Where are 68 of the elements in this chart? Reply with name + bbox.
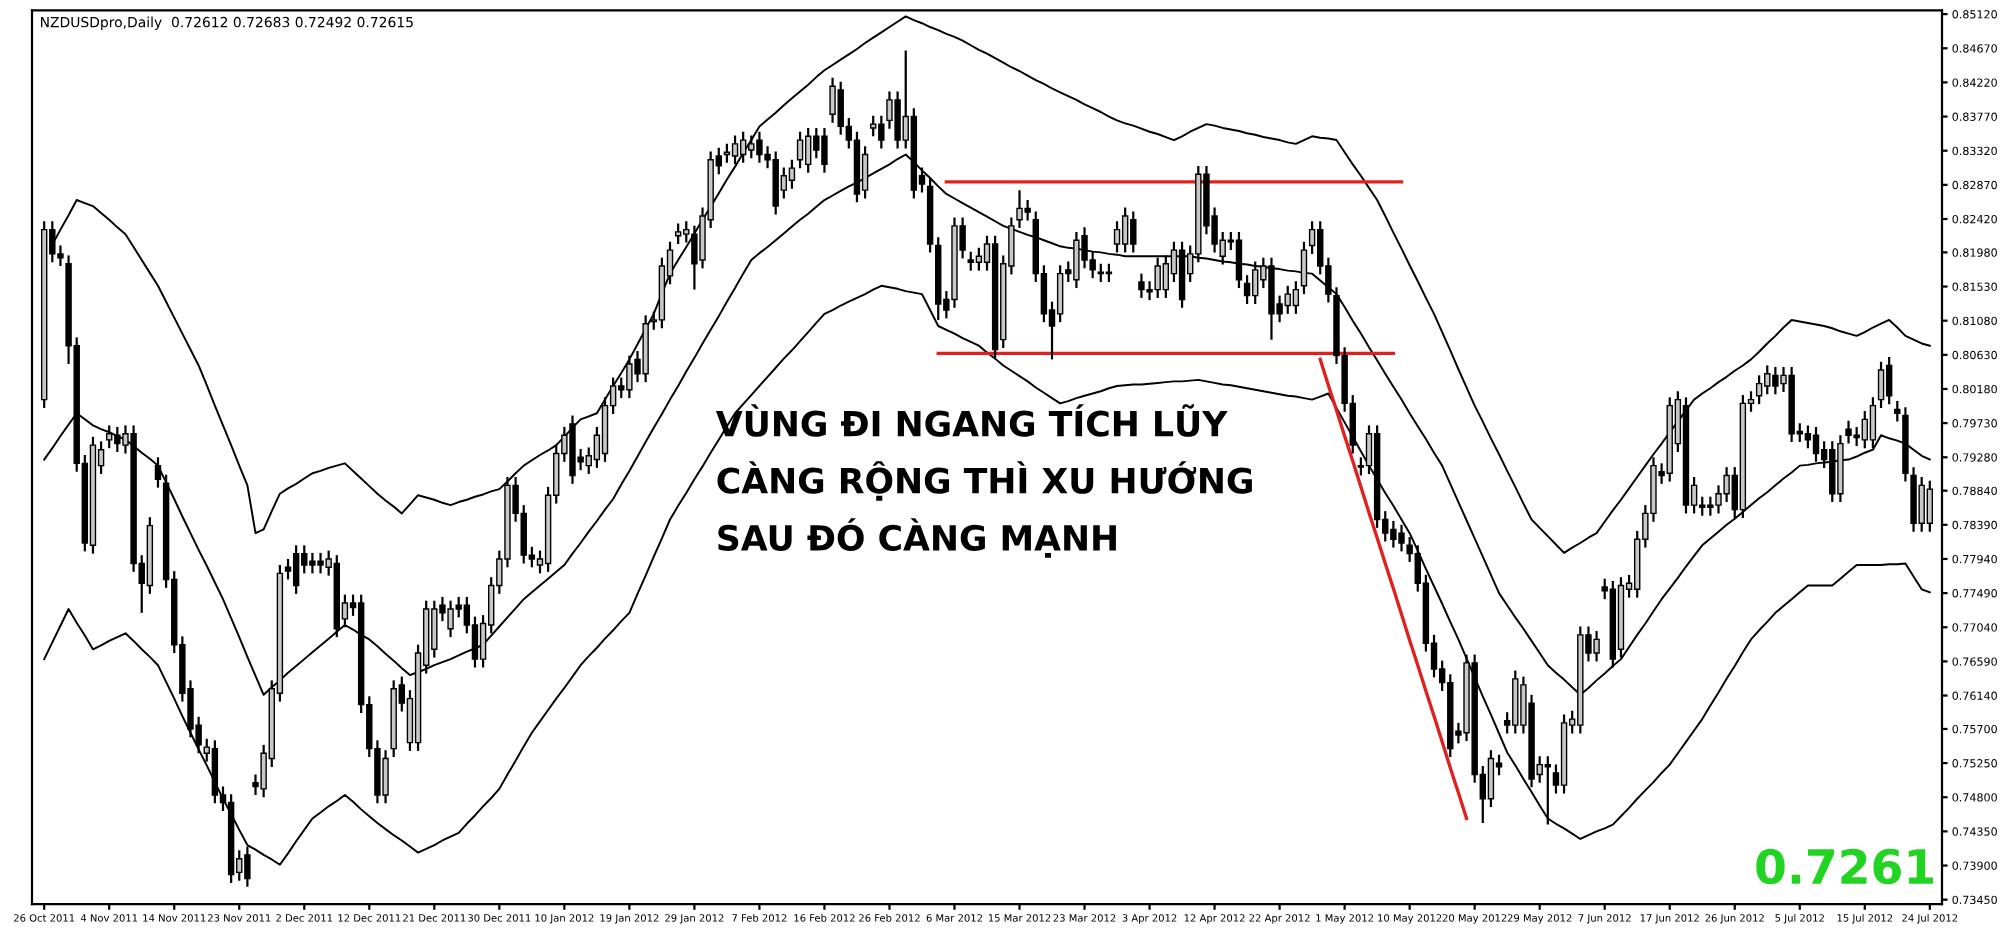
candlestick xyxy=(1292,280,1300,315)
candlestick xyxy=(1243,274,1251,306)
candlestick xyxy=(1235,230,1243,290)
candlestick xyxy=(447,599,454,639)
candlestick xyxy=(748,134,755,160)
candlestick xyxy=(804,126,812,174)
candlestick xyxy=(821,126,828,174)
candlestick xyxy=(1926,479,1934,533)
candlestick xyxy=(1544,755,1552,826)
candlestick xyxy=(869,114,877,138)
candlestick xyxy=(756,130,763,164)
candlestick xyxy=(1105,262,1113,284)
candlestick xyxy=(1512,669,1519,735)
candlestick xyxy=(1918,475,1925,533)
candlestick xyxy=(837,80,844,136)
candlestick xyxy=(1162,254,1170,300)
candlestick xyxy=(1097,262,1105,284)
candlestick xyxy=(1121,206,1129,254)
candlestick xyxy=(105,424,113,450)
candlestick xyxy=(1804,424,1812,450)
candlestick xyxy=(1593,629,1600,663)
candlestick xyxy=(114,425,121,454)
candlestick xyxy=(1829,440,1836,504)
candlestick xyxy=(772,150,779,216)
candlestick xyxy=(309,551,316,575)
candlestick xyxy=(317,551,324,575)
candlestick xyxy=(788,158,796,190)
candlestick xyxy=(1853,425,1860,447)
candlestick xyxy=(1755,374,1763,406)
candlestick xyxy=(1861,409,1869,450)
candlestick xyxy=(292,544,300,595)
candlestick xyxy=(1398,523,1405,553)
candlestick xyxy=(1138,272,1145,300)
candlestick xyxy=(1154,256,1161,300)
candlestick xyxy=(967,250,974,272)
candlestick xyxy=(211,739,219,805)
candlestick xyxy=(1869,396,1877,450)
candlestick xyxy=(154,456,162,489)
candlestick xyxy=(1885,356,1893,406)
candlestick xyxy=(1113,220,1121,254)
candlestick xyxy=(1073,230,1080,290)
candlestick xyxy=(674,222,682,246)
candlestick xyxy=(1284,284,1291,315)
candlestick xyxy=(431,599,438,659)
candlestick xyxy=(626,354,633,400)
candlestick xyxy=(1268,256,1275,341)
candlestick xyxy=(1390,519,1397,549)
candlestick xyxy=(1024,198,1031,222)
candlestick xyxy=(1300,240,1308,296)
candlestick xyxy=(1056,264,1064,324)
candlestick xyxy=(1772,365,1779,396)
candlestick xyxy=(739,130,747,164)
candlestick xyxy=(382,749,389,805)
annotation: 0.7261 xyxy=(1756,848,1934,885)
candlestick xyxy=(813,126,820,160)
candlestick xyxy=(1487,749,1495,809)
candlestick xyxy=(894,90,901,150)
candlestick xyxy=(796,130,804,170)
candlestick xyxy=(731,134,739,166)
candlestick xyxy=(829,76,836,124)
candlestick xyxy=(1764,364,1771,396)
candlestick xyxy=(1812,425,1820,463)
candlestick xyxy=(1877,360,1885,410)
candlestick xyxy=(975,246,983,272)
candlestick xyxy=(780,166,788,200)
candlestick xyxy=(1130,210,1137,254)
candlestick xyxy=(1251,260,1259,306)
candlestick xyxy=(284,557,292,581)
